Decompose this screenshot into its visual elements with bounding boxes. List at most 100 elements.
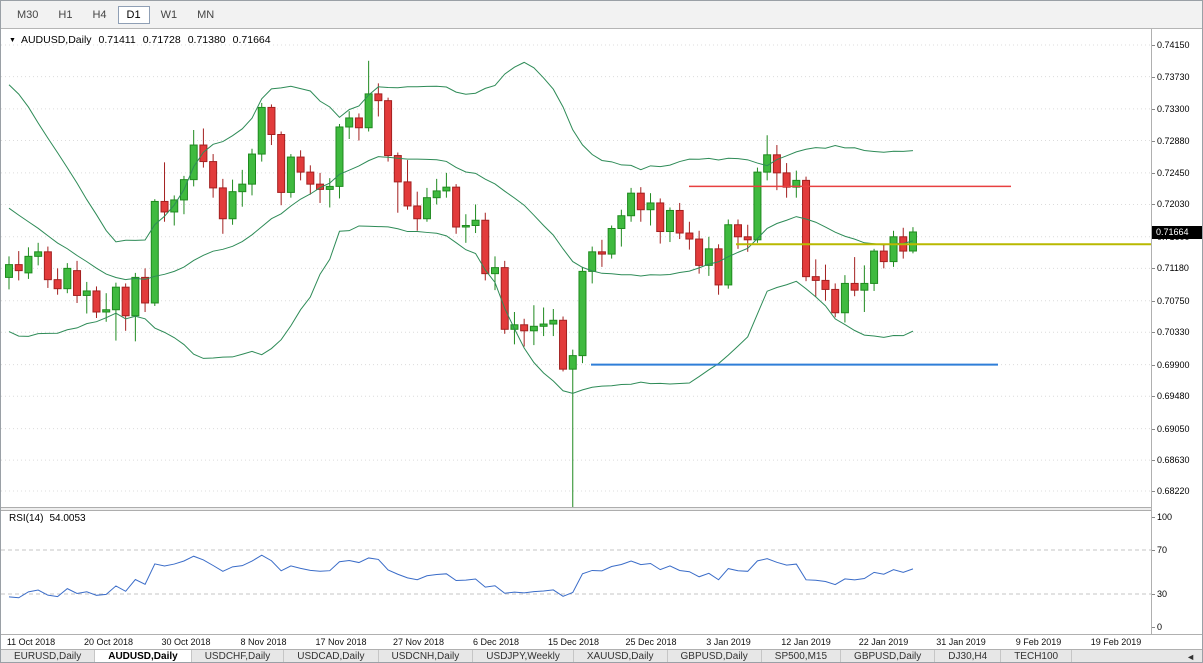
rsi-title: RSI(14) 54.0053 (9, 513, 86, 524)
candle-body (403, 181, 412, 207)
candle (743, 224, 752, 252)
candle-body (393, 155, 402, 183)
candle (53, 268, 62, 295)
candle-body (364, 93, 373, 129)
candle-body (238, 183, 247, 193)
timeframe-toolbar: M30 H1 H4 D1 W1 MN (1, 1, 1202, 29)
ohlc-open: 0.71411 (98, 34, 136, 46)
candle (345, 111, 354, 140)
time-axis-label: 15 Dec 2018 (547, 637, 600, 647)
tab-scroll-left-icon[interactable]: ◄ (1182, 650, 1199, 662)
candle (306, 165, 315, 195)
chart-tab-usdjpy-weekly[interactable]: USDJPY,Weekly (473, 650, 574, 662)
rsi-chart[interactable] (1, 511, 1152, 633)
candle-body (743, 236, 752, 241)
candle-body (831, 288, 840, 314)
chart-tab-xauusd-daily[interactable]: XAUUSD,Daily (574, 650, 668, 662)
price-axis-label: 0.69050 (1157, 423, 1190, 434)
candle (627, 187, 636, 222)
rsi-value: 54.0053 (49, 513, 86, 524)
candle-body (5, 264, 13, 278)
candle-body (675, 209, 684, 234)
chart-tab-dj30-h4[interactable]: DJ30,H4 (935, 650, 1002, 662)
candle-body (306, 171, 315, 185)
price-chart[interactable] (1, 29, 1152, 507)
timeframe-button-d1[interactable]: D1 (117, 5, 150, 24)
price-axis-tick (1152, 45, 1155, 46)
candle-body (354, 117, 363, 129)
candle (588, 246, 597, 284)
chart-tab-tech100[interactable]: TECH100 (1001, 650, 1073, 662)
candle-body (578, 270, 587, 357)
price-axis-tick (1152, 364, 1155, 366)
timeframe-button-h4[interactable]: H4 (92, 8, 107, 21)
bollinger-middle-band (8, 156, 914, 281)
candle (908, 227, 917, 254)
timeframe-button-m30[interactable]: M30 (17, 8, 39, 21)
candle (218, 178, 227, 234)
candle-body (442, 186, 451, 192)
chart-window: ▼ AUDUSD,Daily 0.71411 0.71728 0.71380 0… (1, 29, 1202, 649)
candle-body (316, 183, 325, 190)
candle-body (384, 100, 393, 157)
timeframe-button-h1[interactable]: H1 (58, 8, 73, 21)
rsi-axis-label: 70 (1157, 545, 1168, 555)
rsi-line (8, 554, 914, 599)
time-axis-label: 31 Jan 2019 (936, 637, 986, 647)
timeframe-button-mn[interactable]: MN (197, 8, 215, 21)
candle (568, 349, 577, 507)
candle (821, 264, 830, 301)
candle (695, 230, 704, 274)
rsi-axis-tick (1152, 517, 1155, 518)
candle-body (695, 238, 704, 266)
candle (403, 160, 412, 210)
time-axis-label: 6 Dec 2018 (472, 637, 520, 647)
candle-body (141, 276, 150, 304)
candle (189, 129, 198, 187)
candle-body (714, 248, 723, 286)
candle-body (150, 200, 159, 304)
candle-body (481, 219, 490, 275)
price-axis-tick (1152, 140, 1155, 142)
bollinger-upper-band (8, 61, 913, 243)
timeframe-button-w1[interactable]: W1 (160, 8, 178, 21)
candle-body (500, 267, 509, 330)
candle-body (850, 282, 859, 291)
candle-body (734, 224, 742, 238)
candle-body (860, 282, 869, 291)
candle (335, 123, 344, 199)
candle-body (92, 290, 101, 313)
candle-body (607, 228, 616, 255)
candle (43, 246, 52, 288)
candle-body (559, 319, 568, 370)
chart-tab-usdcad-daily[interactable]: USDCAD,Daily (284, 650, 379, 662)
chart-tab-sp500-m15[interactable]: SP500,M15 (762, 650, 842, 662)
candle (131, 272, 140, 342)
time-axis-label: 17 Nov 2018 (315, 637, 367, 647)
chart-tab-gbpusd-daily[interactable]: GBPUSD,Daily (841, 650, 936, 662)
candle-body (325, 185, 334, 190)
price-axis-tick (1152, 204, 1155, 206)
chart-tab-usdcnh-daily[interactable]: USDCNH,Daily (379, 650, 474, 662)
candle (578, 266, 587, 364)
candle-body (131, 276, 140, 317)
candle (238, 169, 247, 207)
candle-body (14, 264, 23, 272)
candle-body (218, 187, 227, 220)
candle-body (73, 270, 82, 296)
candle-body (335, 126, 344, 187)
chart-tab-audusd-daily[interactable]: AUDUSD,Daily (95, 650, 192, 662)
candle-body (753, 171, 762, 241)
candle-body (199, 144, 208, 163)
panel-splitter[interactable] (1, 507, 1202, 511)
chart-tab-eurusd-daily[interactable]: EURUSD,Daily (1, 650, 96, 662)
candle (704, 236, 713, 276)
candle (248, 148, 256, 196)
chart-tab-usdchf-daily[interactable]: USDCHF,Daily (192, 650, 285, 662)
axis-border (1151, 29, 1152, 634)
candle (228, 179, 237, 225)
price-axis: 0.74150 0.73730 0.73300 0.72880 0.72450 0.720… (1152, 29, 1202, 634)
candle-body (802, 179, 811, 278)
candle-body (889, 236, 898, 263)
chart-tab-gbpusd-daily[interactable]: GBPUSD,Daily (668, 650, 762, 662)
